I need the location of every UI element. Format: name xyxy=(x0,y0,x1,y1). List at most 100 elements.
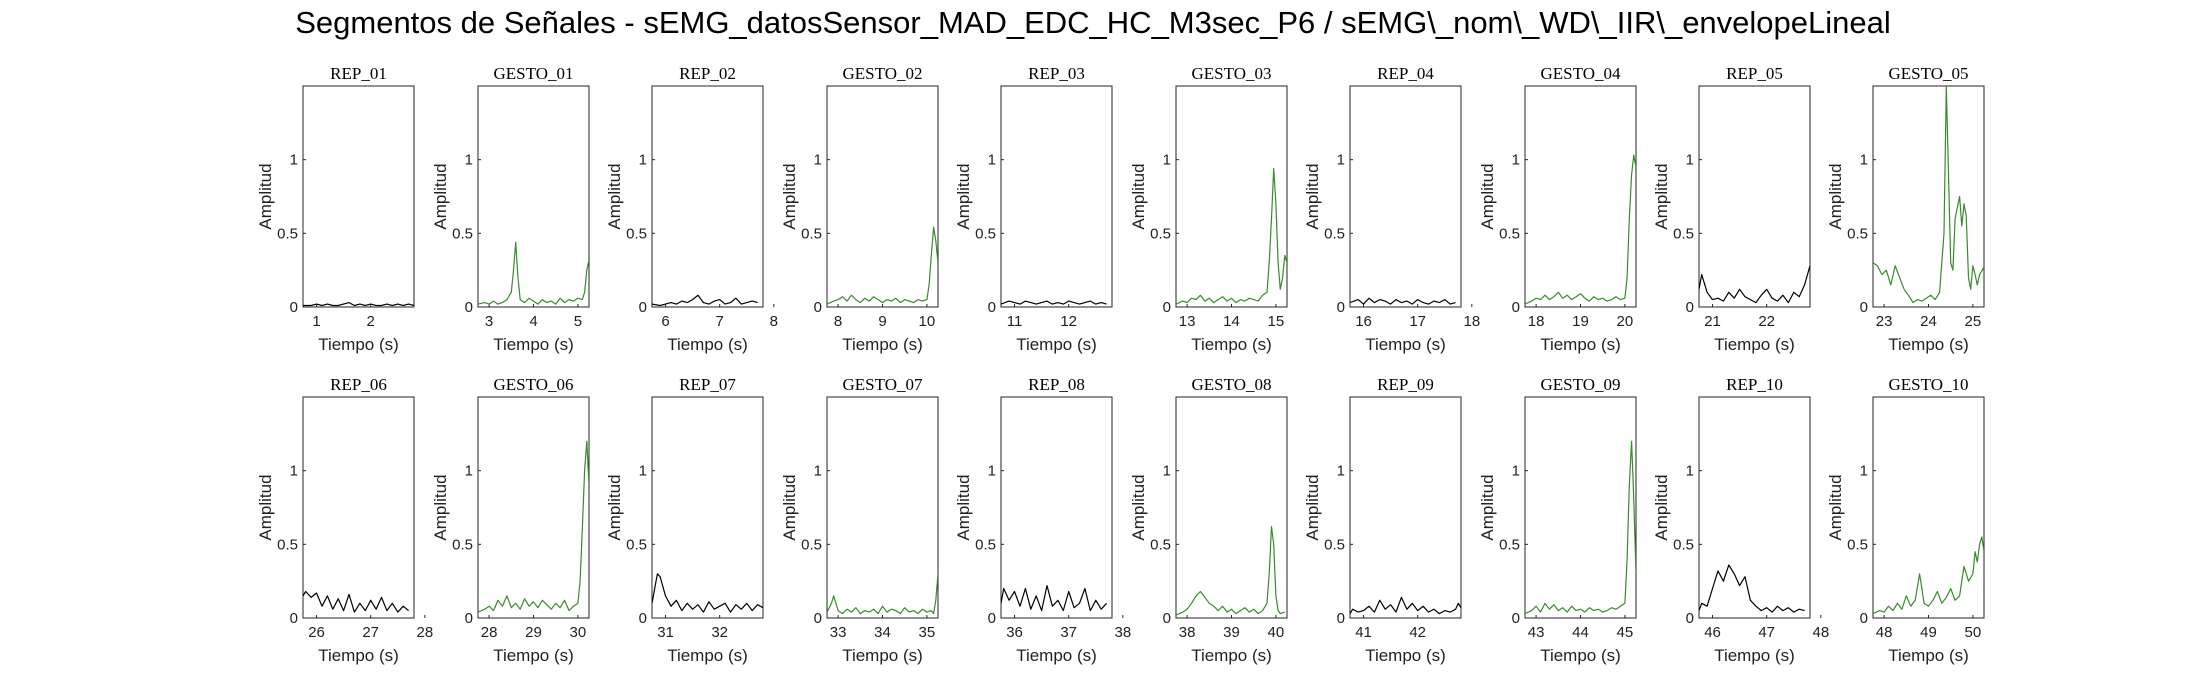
subplot-rep-02: REP_02 6 7 8 0 0.5 1 Tiempo (s) Amplitud xyxy=(605,64,778,354)
subplot-title: GESTO_10 xyxy=(1889,375,1969,394)
y-tick-label: 1 xyxy=(1512,152,1520,169)
subplot-title: GESTO_06 xyxy=(494,375,574,394)
series-line xyxy=(827,226,938,305)
y-tick-label: 0 xyxy=(1686,610,1694,627)
y-tick-label: 1 xyxy=(1686,152,1694,169)
x-tick-label: 2 xyxy=(367,313,375,330)
axes-frame xyxy=(1349,396,1462,619)
subplot-title: GESTO_09 xyxy=(1541,375,1621,394)
series-line xyxy=(303,590,409,613)
x-axis-label: Tiempo (s) xyxy=(842,335,923,354)
x-axis-label: Tiempo (s) xyxy=(1714,646,1795,665)
x-tick-label: 45 xyxy=(1617,624,1634,641)
axes-frame xyxy=(651,396,764,619)
x-axis-label: Tiempo (s) xyxy=(493,335,574,354)
axes-frame xyxy=(1872,396,1985,619)
y-tick-label: 1 xyxy=(1163,152,1171,169)
subplot-title: REP_02 xyxy=(679,64,736,83)
subplot-title: GESTO_08 xyxy=(1192,375,1272,394)
x-axis-label: Tiempo (s) xyxy=(1191,335,1272,354)
axes-frame xyxy=(651,85,764,308)
y-axis-label: Amplitud xyxy=(1652,163,1671,229)
axes-frame xyxy=(1175,396,1288,619)
y-tick-label: 0 xyxy=(988,610,996,627)
x-tick-label: 35 xyxy=(919,624,936,641)
y-axis-label: Amplitud xyxy=(1652,474,1671,540)
y-tick-label: 0 xyxy=(290,610,298,627)
subplot-title: GESTO_02 xyxy=(843,64,923,83)
y-tick-label: 0 xyxy=(290,299,298,316)
subplot-gesto-05: GESTO_05 23 24 25 0 0.5 1 Tiempo (s) Amplitud xyxy=(1826,64,1985,354)
axes-frame xyxy=(1000,85,1113,308)
x-tick-label: 49 xyxy=(1920,624,1937,641)
x-tick-label: 14 xyxy=(1223,313,1240,330)
axes-frame xyxy=(1872,85,1985,308)
y-tick-label: 0 xyxy=(1163,299,1171,316)
subplot-gesto-07: GESTO_07 33 34 35 0 0.5 1 Tiempo (s) Amplitud xyxy=(780,375,939,665)
x-tick-label: 8 xyxy=(834,313,842,330)
x-tick-label: 1 xyxy=(312,313,320,330)
x-tick-label: 38 xyxy=(1179,624,1196,641)
axes-frame xyxy=(1698,396,1811,619)
x-tick-label: 4 xyxy=(529,313,537,330)
y-tick-label: 0.5 xyxy=(277,536,298,553)
x-tick-label: 30 xyxy=(570,624,587,641)
x-tick-label: 11 xyxy=(1007,313,1023,330)
y-axis-label: Amplitud xyxy=(780,163,799,229)
y-tick-label: 0.5 xyxy=(277,225,298,242)
series-line xyxy=(1001,584,1108,612)
series-line xyxy=(1176,167,1287,305)
x-tick-label: 24 xyxy=(1920,313,1937,330)
y-axis-label: Amplitud xyxy=(431,474,450,540)
series-line xyxy=(652,294,758,307)
axes-frame xyxy=(1349,85,1462,308)
y-tick-label: 0.5 xyxy=(801,536,822,553)
y-tick-label: 0.5 xyxy=(1499,536,1520,553)
x-tick-label: 29 xyxy=(525,624,542,641)
x-tick-label: 3 xyxy=(485,313,493,330)
x-tick-label: 13 xyxy=(1179,313,1196,330)
x-tick-label: 40 xyxy=(1268,624,1285,641)
x-axis-label: Tiempo (s) xyxy=(1888,646,1969,665)
y-tick-label: 0 xyxy=(1512,610,1520,627)
x-tick-label: 47 xyxy=(1758,624,1775,641)
y-axis-label: Amplitud xyxy=(605,474,624,540)
x-tick-label: 12 xyxy=(1060,313,1077,330)
y-tick-label: 0.5 xyxy=(626,536,647,553)
x-tick-label: 28 xyxy=(481,624,498,641)
y-tick-label: 1 xyxy=(1337,152,1345,169)
x-tick-label: 18 xyxy=(1463,313,1480,330)
y-tick-label: 0 xyxy=(639,610,647,627)
y-tick-label: 1 xyxy=(1860,463,1868,480)
series-line xyxy=(1525,440,1636,615)
series-line xyxy=(1699,564,1805,613)
x-axis-label: Tiempo (s) xyxy=(318,335,399,354)
y-tick-label: 0.5 xyxy=(1150,536,1171,553)
x-axis-label: Tiempo (s) xyxy=(667,646,748,665)
subplot-title: REP_06 xyxy=(330,375,387,394)
x-tick-label: 37 xyxy=(1060,624,1077,641)
y-tick-label: 1 xyxy=(814,152,822,169)
y-tick-label: 0.5 xyxy=(452,225,473,242)
subplot-title: REP_03 xyxy=(1028,64,1085,83)
x-tick-label: 25 xyxy=(1965,313,1982,330)
subplot-title: GESTO_03 xyxy=(1192,64,1272,83)
y-tick-label: 0 xyxy=(465,610,473,627)
y-axis-label: Amplitud xyxy=(1303,163,1322,229)
x-tick-label: 33 xyxy=(830,624,847,641)
subplot-rep-01: REP_01 1 2 0 0.5 1 Tiempo (s) Amplitud xyxy=(256,64,415,354)
y-tick-label: 0 xyxy=(988,299,996,316)
series-line xyxy=(1699,265,1810,304)
x-tick-label: 23 xyxy=(1876,313,1893,330)
series-line xyxy=(1873,536,1984,615)
x-tick-label: 22 xyxy=(1758,313,1775,330)
x-axis-label: Tiempo (s) xyxy=(1714,335,1795,354)
axes-frame xyxy=(1524,396,1637,619)
series-line xyxy=(652,573,763,613)
x-axis-label: Tiempo (s) xyxy=(1540,335,1621,354)
x-axis-label: Tiempo (s) xyxy=(493,646,574,665)
x-tick-label: 20 xyxy=(1617,313,1634,330)
subplot-rep-05: REP_05 21 22 0 0.5 1 Tiempo (s) Amplitud xyxy=(1652,64,1811,354)
subplot-gesto-02: GESTO_02 8 9 10 0 0.5 1 Tiempo (s) Amplitud xyxy=(780,64,939,354)
y-tick-label: 0.5 xyxy=(975,536,996,553)
